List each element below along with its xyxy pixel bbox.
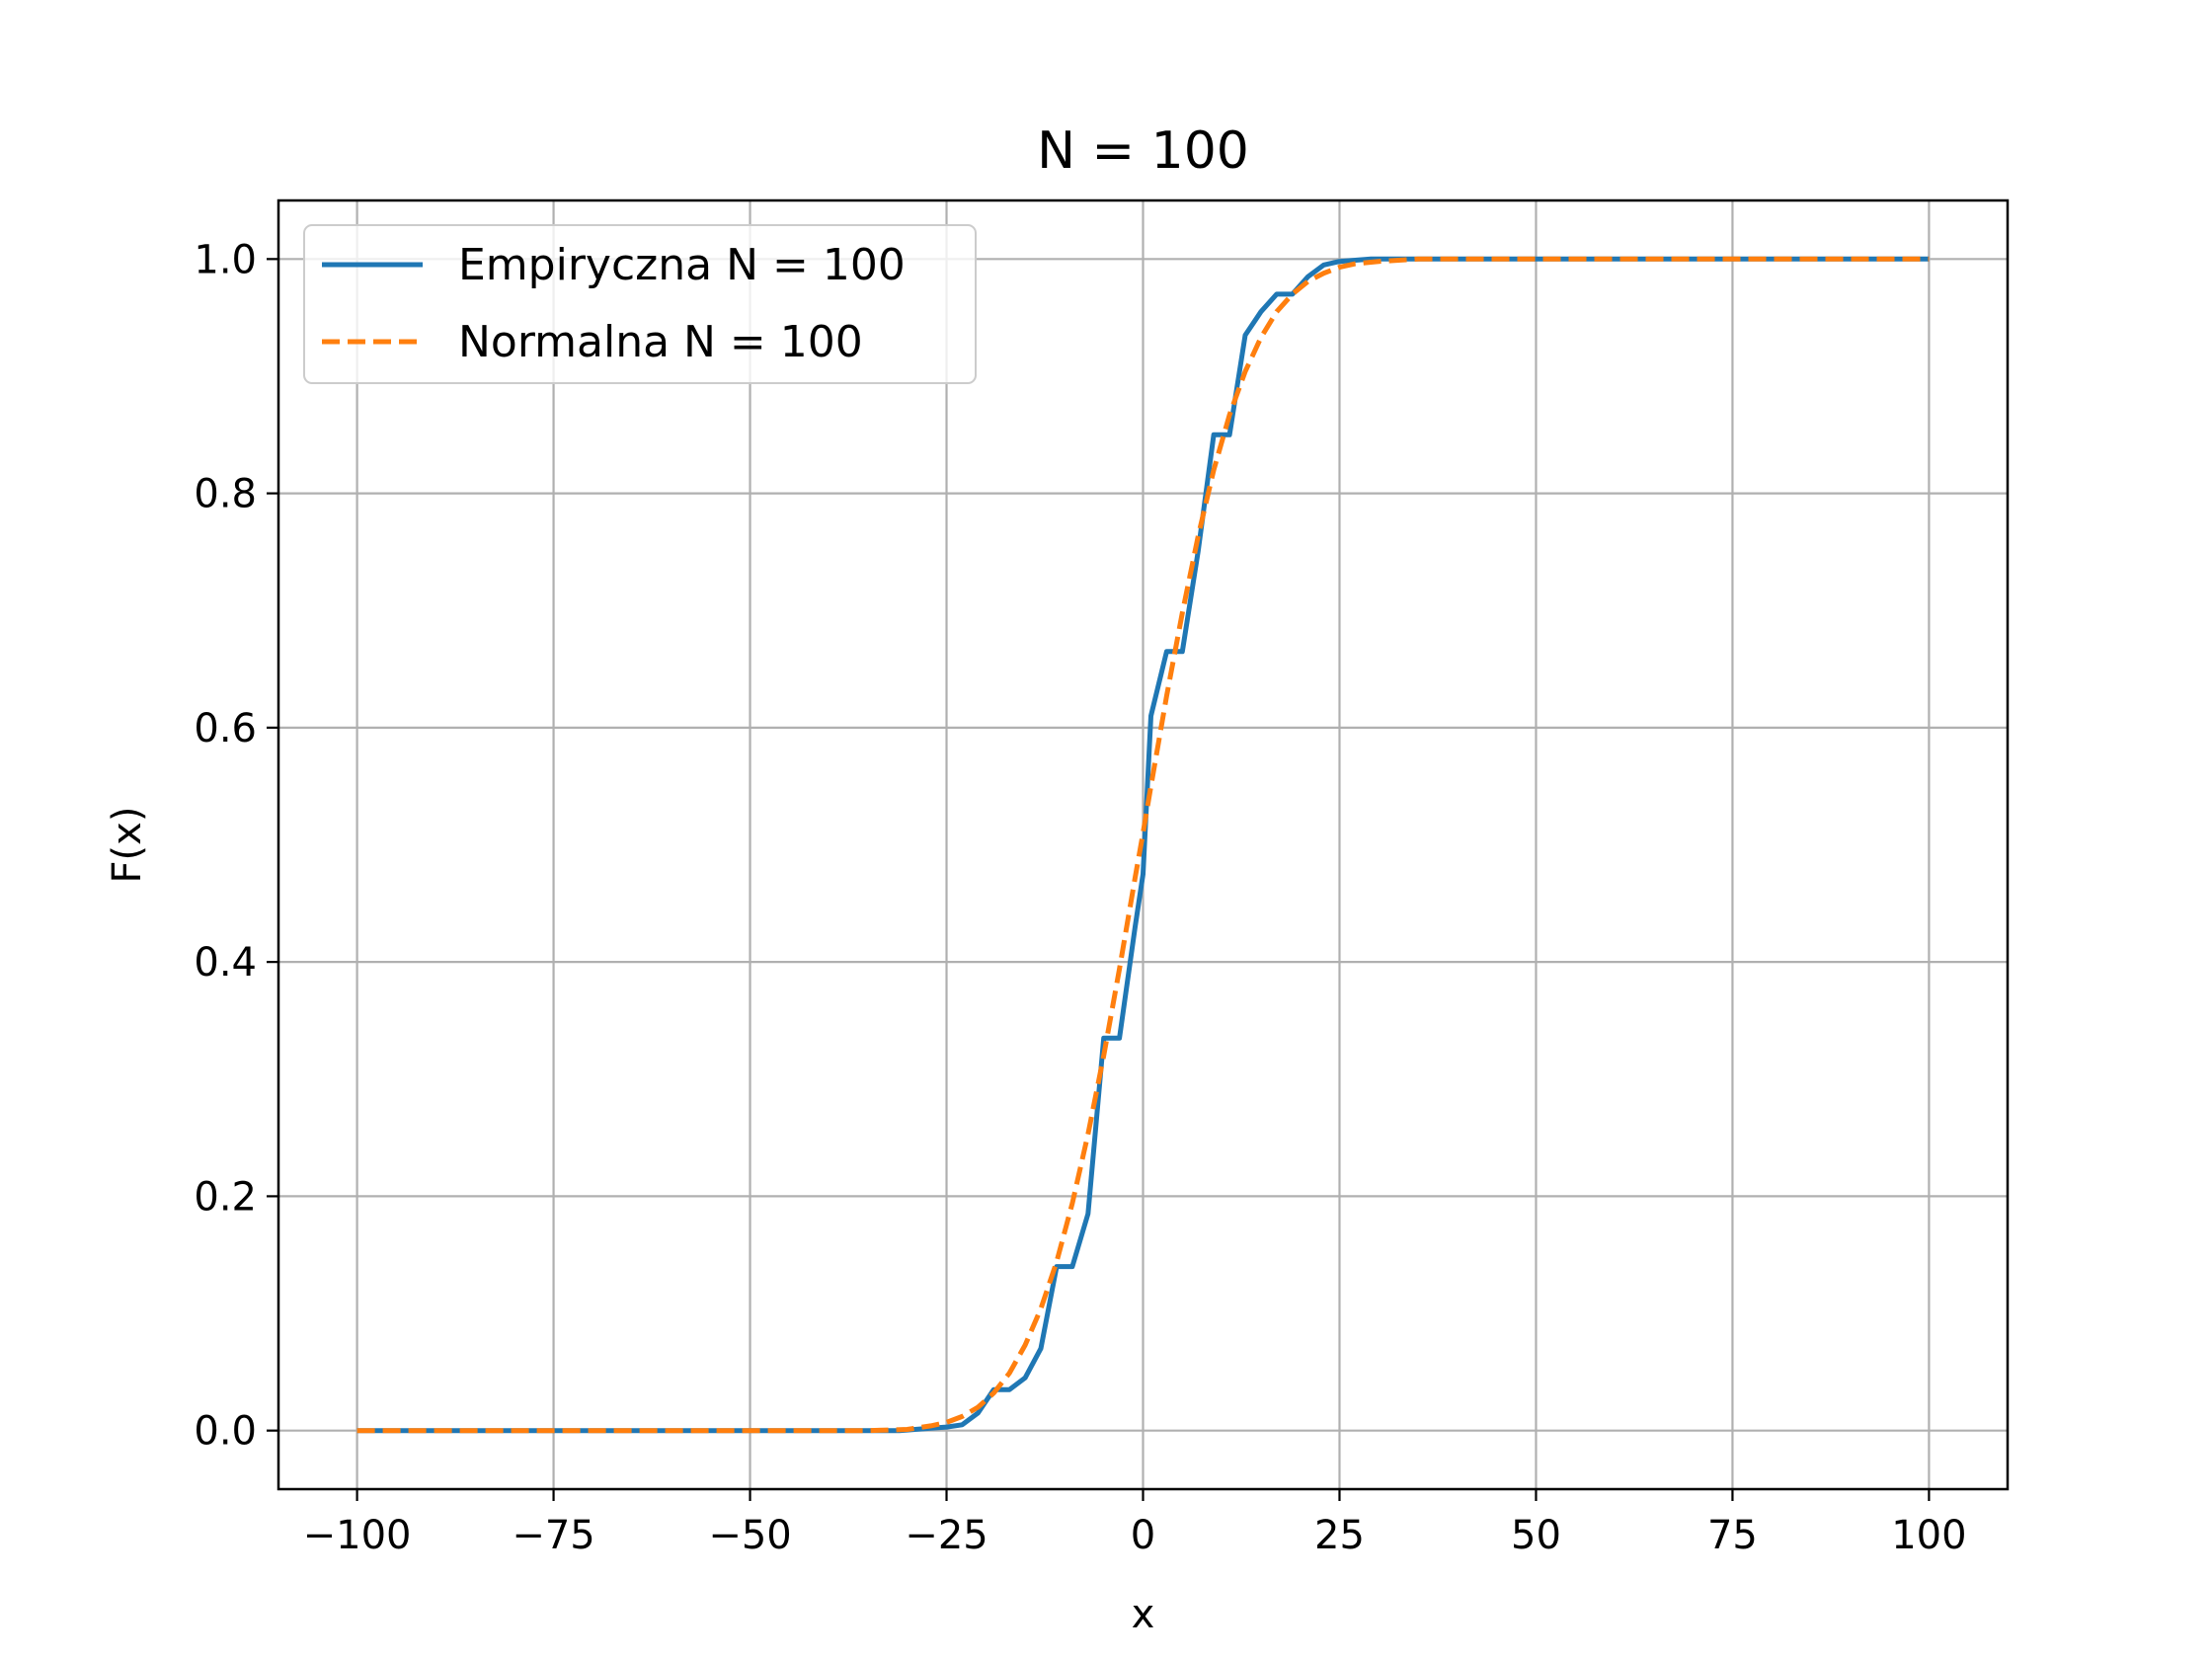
y-tick-label: 0.6 — [194, 706, 257, 751]
ticks: −100 −75 −50 −25 0 25 50 75 100 0.0 0.2 0.4 0.6 0.8 1.… — [194, 237, 1966, 1558]
x-tick-label: −50 — [708, 1513, 791, 1558]
series-line-2 — [356, 256, 1930, 1434]
y-tick-label: 0.2 — [194, 1174, 257, 1220]
x-tick-label: 25 — [1314, 1513, 1365, 1558]
chart-title: N = 100 — [1037, 121, 1249, 181]
legend: Empiryczna N = 100 Normalna N = 100 — [303, 224, 977, 384]
legend-box — [303, 224, 977, 384]
y-tick-label: 0.4 — [194, 940, 257, 986]
y-tick-label: 0.8 — [194, 472, 257, 517]
x-tick-label: −75 — [512, 1513, 594, 1558]
x-tick-label: −100 — [303, 1513, 412, 1558]
x-tick-label: −25 — [905, 1513, 988, 1558]
y-tick-label: 1.0 — [194, 237, 257, 282]
x-tick-label: 50 — [1511, 1513, 1561, 1558]
x-tick-label: 75 — [1707, 1513, 1758, 1558]
legend-label-2: Normalna N = 100 — [458, 317, 863, 367]
grid — [278, 200, 2008, 1489]
y-tick-label: 0.0 — [194, 1409, 257, 1455]
x-axis-label: x — [1132, 1592, 1155, 1637]
x-tick-label: 0 — [1131, 1513, 1155, 1558]
x-tick-label: 100 — [1891, 1513, 1966, 1558]
series-layer — [356, 256, 1930, 1434]
y-axis-label: F(x) — [105, 807, 150, 884]
legend-label-1: Empiryczna N = 100 — [458, 240, 906, 290]
